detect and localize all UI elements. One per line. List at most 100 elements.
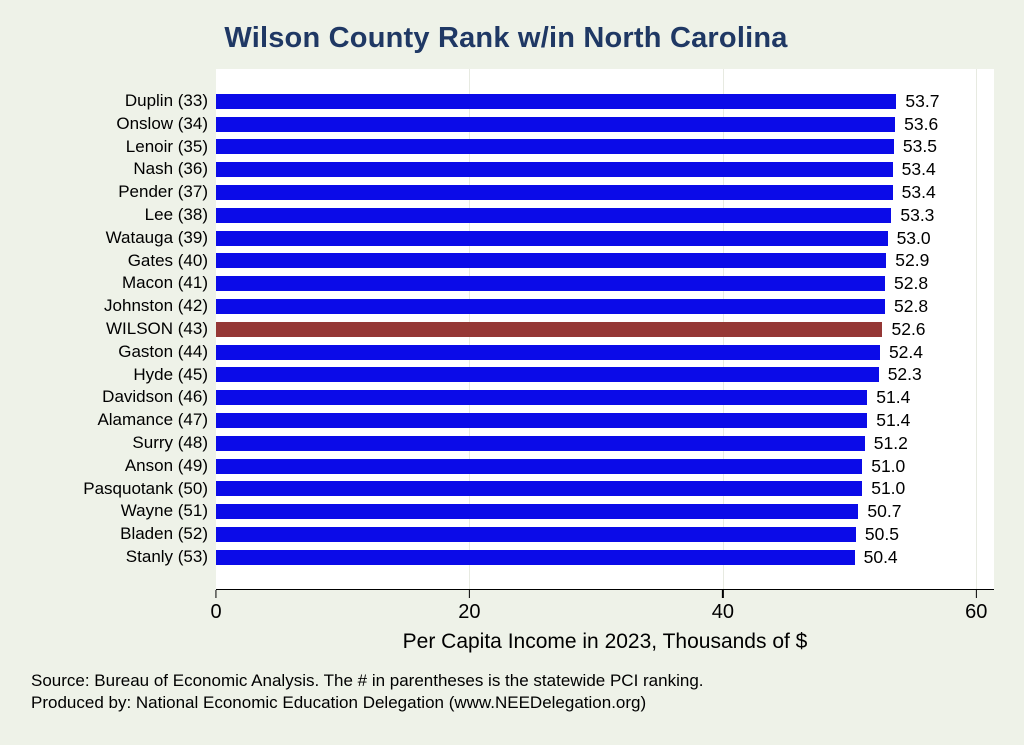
value-label: 52.9 — [895, 250, 930, 271]
value-label: 52.8 — [894, 273, 929, 294]
bar — [216, 253, 887, 269]
bar — [216, 299, 886, 315]
bar — [216, 207, 892, 223]
value-label: 52.6 — [891, 318, 926, 339]
bar-rows: 53.7 53.6 53.5 53.4 53.4 53.3 53.0 52.9 52.8 52.8… — [216, 90, 994, 569]
bar — [216, 344, 880, 360]
bar-row: 53.4 — [216, 181, 994, 204]
value-label: 50.5 — [864, 524, 899, 545]
bar — [216, 162, 893, 178]
plot-area: 53.7 53.6 53.5 53.4 53.4 53.3 53.0 52.9 52.8 52.8… — [216, 69, 994, 590]
category-label: Gaston (44) — [118, 341, 208, 361]
bar — [216, 435, 865, 451]
value-label: 53.5 — [902, 136, 937, 157]
tick-label: 20 — [458, 600, 481, 623]
value-label: 51.0 — [871, 478, 906, 499]
value-label: 52.8 — [894, 296, 929, 317]
bar-row: 50.7 — [216, 500, 994, 523]
tick-mark — [722, 589, 724, 598]
bar-row: 52.4 — [216, 341, 994, 364]
bar — [216, 504, 859, 520]
category-label: Duplin (33) — [124, 91, 208, 110]
bar — [216, 549, 855, 565]
value-label: 52.3 — [887, 364, 922, 385]
category-label: Lee (38) — [144, 204, 208, 224]
category-label: Wayne (51) — [120, 501, 208, 521]
value-label: 51.4 — [876, 387, 911, 408]
category-label: Pender (37) — [118, 182, 208, 202]
gridline — [976, 69, 978, 589]
value-label: 53.3 — [900, 204, 935, 225]
bar-row: 52.8 — [216, 295, 994, 318]
source-note: Source: Bureau of Economic Analysis. The… — [31, 670, 704, 690]
bar-row: 50.5 — [216, 523, 994, 546]
category-label: Onslow (34) — [116, 113, 208, 133]
value-label: 51.0 — [871, 455, 906, 476]
value-label: 53.4 — [901, 159, 936, 180]
highlight-bar — [216, 321, 883, 337]
x-axis-label: Per Capita Income in 2023, Thousands of … — [402, 629, 808, 653]
bar — [216, 481, 863, 497]
bar-row: 51.0 — [216, 478, 994, 501]
bar — [216, 390, 868, 406]
bar-row: 53.7 — [216, 90, 994, 113]
bar — [216, 458, 863, 474]
bar-row: 51.4 — [216, 409, 994, 432]
x-axis: 0 20 40 60 — [210, 589, 994, 626]
category-label: Alamance (47) — [97, 410, 208, 430]
category-label: Davidson (46) — [102, 387, 208, 407]
chart-title: Wilson County Rank w/in North Carolina — [224, 22, 788, 54]
bar-row: 53.0 — [216, 227, 994, 250]
bar — [216, 139, 894, 155]
bar-row: 53.6 — [216, 113, 994, 136]
bar-row: 53.5 — [216, 136, 994, 159]
tick-mark — [468, 589, 471, 598]
category-label: Nash (36) — [133, 159, 208, 179]
bar-row: 52.6 — [216, 318, 994, 341]
category-label: Anson (49) — [124, 455, 208, 475]
tick-mark — [975, 589, 978, 598]
value-label: 53.0 — [896, 227, 931, 248]
bar-row: 51.4 — [216, 386, 994, 409]
bar — [216, 276, 886, 292]
bar-chart: Duplin (33) Onslow (34) Lenoir (35) Nash (3… — [18, 69, 994, 590]
tick-label: 40 — [711, 600, 734, 623]
value-label: 50.7 — [867, 501, 902, 522]
category-label: Stanly (53) — [125, 546, 208, 566]
bar-row: 51.2 — [216, 432, 994, 455]
bar — [216, 185, 893, 201]
bar-row: 51.0 — [216, 455, 994, 478]
x-tick: 20 — [458, 589, 481, 624]
value-label: 51.2 — [873, 432, 908, 453]
y-axis-labels: Duplin (33) Onslow (34) Lenoir (35) Nash (3… — [18, 69, 216, 590]
category-label: Watauga (39) — [105, 227, 208, 247]
bar-row: 52.8 — [216, 272, 994, 295]
category-label: Pasquotank (50) — [83, 478, 208, 498]
value-label: 53.6 — [904, 113, 939, 134]
category-label: Macon (41) — [122, 273, 208, 293]
category-label: Bladen (52) — [120, 524, 208, 544]
value-label: 53.7 — [905, 90, 940, 111]
footer: Source: Bureau of Economic Analysis. The… — [31, 670, 994, 715]
x-tick: 0 — [210, 589, 222, 624]
bar — [216, 116, 896, 132]
bar-row: 52.9 — [216, 250, 994, 273]
category-label: Hyde (45) — [133, 364, 208, 384]
tick-label: 60 — [965, 600, 988, 623]
category-label: WILSON (43) — [105, 318, 208, 338]
tick-label: 0 — [210, 600, 222, 623]
bar — [216, 367, 879, 383]
category-label: Johnston (42) — [104, 296, 208, 316]
category-label: Gates (40) — [127, 250, 208, 270]
bar-row: 53.4 — [216, 158, 994, 181]
bar — [216, 93, 897, 109]
value-label: 50.4 — [863, 546, 898, 567]
category-label: Surry (48) — [132, 432, 208, 452]
category-label: Lenoir (35) — [125, 136, 208, 156]
bar-row: 50.4 — [216, 546, 994, 569]
bar-row: 52.3 — [216, 364, 994, 387]
producer-note: Produced by: National Economic Education… — [31, 693, 647, 713]
value-label: 51.4 — [876, 410, 911, 431]
bar — [216, 527, 856, 543]
